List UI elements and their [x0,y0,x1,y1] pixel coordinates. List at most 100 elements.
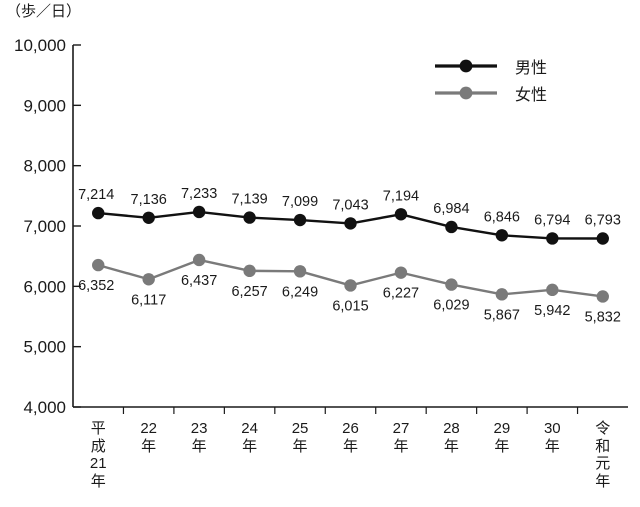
data-point-marker [546,232,559,245]
x-axis-label-char: 年 [544,437,560,455]
x-axis-label-char: 年 [393,437,409,455]
data-point-marker [394,266,408,279]
x-axis-label-char: 年 [90,472,106,490]
x-tick-layer [122,407,579,414]
y-axis-tick-label: 5,000 [23,338,66,357]
data-value-label: 7,233 [181,186,217,202]
data-point-marker [142,211,155,224]
data-point-marker [495,229,509,242]
data-point-marker [192,253,206,267]
data-point-marker [445,278,458,291]
data-point-marker [344,217,357,230]
x-axis-label-char: 年 [191,437,207,455]
data-label-layer: 7,214 7,136 7,233 7,139 7,099 7,043 7,194 6,984… [78,186,621,326]
x-axis-label-char: 年 [141,437,157,455]
y-axis-tick-label: 9,000 [23,96,66,115]
data-value-label: 6,227 [383,286,419,302]
data-value-label: 6,117 [131,292,166,308]
data-point-marker [92,258,105,272]
legend-label-male: 男性 [515,59,547,77]
legend-label-female: 女性 [515,85,547,104]
data-point-marker [445,220,458,234]
data-point-marker [192,205,206,219]
data-point-marker [243,264,256,278]
x-axis-category-label: 26 年 [340,420,362,455]
x-axis-label-char: 26 [342,420,359,437]
y-axis-tick-label: 10,000 [14,36,66,55]
x-axis-label-char: 24 [241,420,258,437]
y-axis-tick-label: 7,000 [23,217,66,236]
x-axis-category-label: 23 年 [188,420,210,455]
data-value-label: 6,029 [433,298,469,314]
x-axis-label-char: 22 [140,420,158,437]
data-point-marker [344,279,357,292]
data-value-label: 6,352 [78,278,114,294]
x-axis-category-label: 24 年 [239,420,261,455]
x-axis-label-char: 30 [543,420,561,437]
data-value-label: 7,099 [282,194,318,210]
data-value-label: 5,867 [484,307,520,323]
data-value-label: 6,015 [332,298,368,314]
y-axis-unit-label: （歩／日） [6,3,82,20]
data-value-label: 6,793 [585,212,621,228]
x-axis-label-char: 平 [90,420,106,437]
x-axis-category-label: 25 年 [289,420,311,455]
data-point-marker [243,211,256,224]
y-axis-tick-label: 6,000 [23,277,66,296]
x-axis-label-char: 29 [493,420,511,437]
x-axis-label-char: 年 [494,437,510,455]
x-axis-label-char: 27 [392,420,410,437]
data-value-label: 7,043 [332,197,368,213]
x-axis-label-char: 年 [242,437,258,455]
y-axis-tick-label: 4,000 [23,398,66,417]
data-value-label: 5,832 [585,309,621,325]
data-point-marker [394,208,408,221]
data-point-marker [546,283,559,297]
x-axis-label-char: 和 [595,437,611,455]
x-axis-label-char: 年 [595,472,611,490]
data-value-label: 7,194 [383,188,419,204]
y-axis-tick-label: 8,000 [23,157,66,176]
series-layer [92,205,609,303]
x-axis-category-label: 28 年 [440,420,462,455]
data-point-marker [596,290,609,303]
x-axis-label-char: 23 [190,420,208,437]
data-value-label: 6,794 [534,212,570,228]
data-value-label: 6,437 [181,273,217,289]
x-axis-label-char: 25 [291,420,309,437]
x-axis-label-char: 年 [292,437,308,455]
data-point-marker [92,206,105,220]
x-axis-label-char: 元 [595,455,611,472]
data-point-marker [293,213,307,227]
y-tick-layer: 4,000 5,000 6,000 7,000 8,000 9,000 10,000 [14,36,81,417]
x-axis-category-label: 22 年 [138,420,160,455]
data-point-marker [596,232,609,245]
x-axis-category-label: 平成 21 年 [87,420,109,490]
x-axis-category-label: 30 年 [541,420,563,455]
x-axis-label-char: 令 [595,420,611,437]
x-axis-category-label: 27 年 [390,420,412,455]
data-value-label: 6,257 [231,284,267,300]
data-value-label: 6,846 [484,209,520,225]
x-axis-label-char: 成 [90,437,106,455]
legend-marker-swatch [459,86,473,100]
data-point-marker [495,288,509,301]
data-point-marker [293,265,307,278]
data-value-label: 5,942 [534,303,570,319]
legend-marker-swatch [459,59,473,73]
data-value-label: 7,139 [231,192,267,208]
x-axis-label-char: 21 [89,455,107,472]
data-value-label: 6,249 [282,284,318,300]
data-point-marker [142,273,155,286]
data-value-label: 7,214 [78,187,114,203]
x-axis-category-label: 29 年 [491,420,513,455]
data-value-label: 6,984 [433,201,469,217]
x-axis-label-char: 28 [443,420,460,437]
x-axis-label-char: 年 [342,437,358,455]
data-value-label: 7,136 [131,192,167,208]
x-axis-category-label: 令和元年 [592,420,614,490]
x-axis-label-char: 年 [443,437,459,455]
